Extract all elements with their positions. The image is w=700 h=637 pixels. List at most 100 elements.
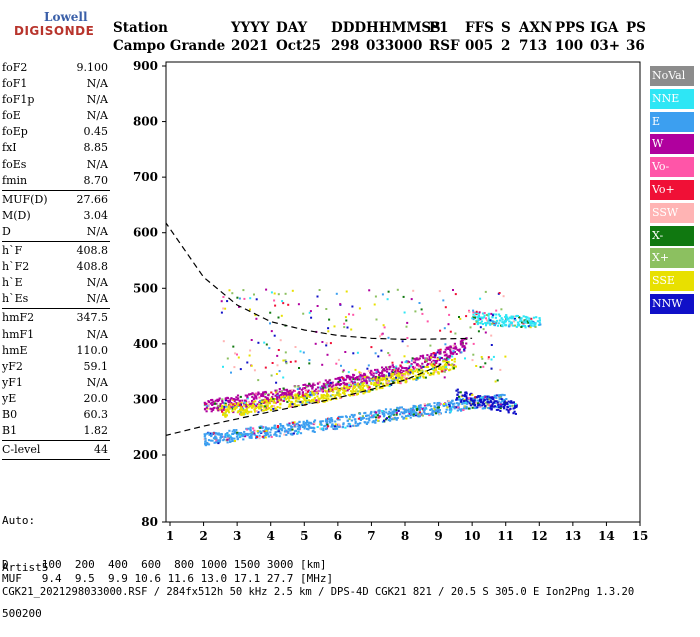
echo-point: [461, 398, 465, 401]
echo-point: [488, 401, 491, 404]
echo-point: [233, 432, 236, 435]
param-row: foEp 0.45: [2, 124, 108, 140]
echo-point: [274, 389, 277, 392]
echo-point: [325, 418, 328, 421]
param-row: yE 20.0: [2, 391, 108, 407]
echo-point: [405, 371, 408, 374]
echo-point: [279, 432, 282, 435]
echo-point: [293, 394, 296, 397]
echo-point: [278, 390, 281, 393]
echo-point: [223, 407, 226, 410]
echo-point: [526, 320, 529, 323]
echo-point: [533, 325, 536, 327]
echo-point: [266, 408, 269, 411]
echo-point: [236, 431, 239, 434]
echo-point: [477, 395, 480, 398]
echo-point: [472, 400, 475, 402]
echo-point: [484, 322, 487, 324]
param-name: h`F: [2, 244, 23, 258]
echo-point: [418, 406, 421, 409]
echo-point: [273, 401, 276, 404]
param-value: 9.100: [76, 61, 109, 74]
echo-point: [511, 317, 514, 320]
echo-point: [466, 397, 469, 400]
echo-point: [471, 359, 474, 362]
echo-point: [479, 366, 482, 369]
echo-point: [237, 410, 240, 413]
echo-point: [282, 359, 285, 362]
header-value-year: 2021: [231, 38, 269, 54]
x-tick-label: 14: [598, 529, 615, 543]
echo-point: [239, 368, 242, 371]
echo-point: [301, 401, 304, 404]
echo-point: [492, 398, 495, 401]
echo-point: [468, 310, 471, 313]
echo-point: [410, 413, 413, 416]
echo-point: [515, 325, 518, 328]
legend-item-noval: NoVal: [650, 66, 694, 86]
echo-point: [499, 403, 502, 406]
param-name: foEs: [2, 157, 27, 171]
param-value: 408.8: [76, 260, 109, 274]
echo-point: [212, 432, 215, 435]
echo-point: [394, 378, 397, 381]
echo-point: [404, 415, 408, 418]
echo-point: [323, 425, 326, 428]
echo-point: [288, 422, 291, 425]
echo-point: [414, 310, 417, 313]
echo-point: [376, 368, 379, 371]
echo-point: [366, 421, 369, 424]
echo-point: [251, 431, 254, 434]
header-value-s: 2: [501, 38, 511, 54]
echo-point: [250, 436, 253, 439]
echo-point: [507, 317, 510, 320]
echo-point: [390, 370, 393, 373]
echo-point: [320, 396, 323, 399]
echo-point: [319, 386, 322, 389]
echo-point: [363, 372, 366, 375]
echo-point: [458, 402, 461, 405]
echo-point: [456, 409, 459, 412]
echo-point: [384, 366, 388, 369]
echo-point: [381, 420, 385, 423]
echo-point: [293, 421, 296, 424]
echo-point: [499, 394, 502, 396]
echo-point: [351, 393, 354, 396]
echo-point: [401, 374, 404, 377]
echo-point: [352, 387, 355, 389]
echo-point: [237, 402, 240, 405]
echo-point: [346, 374, 350, 377]
echo-point: [435, 359, 439, 362]
echo-point: [222, 340, 225, 343]
echo-point: [412, 361, 416, 364]
echo-point: [345, 374, 348, 377]
echo-point: [329, 381, 332, 384]
echo-point: [253, 432, 256, 435]
echo-point: [384, 418, 388, 421]
echo-point: [358, 378, 361, 381]
echo-point: [281, 300, 284, 303]
echo-point: [363, 376, 366, 378]
echo-point: [285, 394, 288, 397]
echo-point: [278, 399, 281, 402]
header-value-ffs: 005: [465, 38, 494, 54]
echo-point: [459, 317, 462, 320]
echo-point: [367, 388, 370, 391]
echo-point: [268, 347, 271, 350]
echo-point: [356, 378, 359, 381]
echo-point: [405, 409, 408, 412]
echo-point: [285, 362, 288, 365]
echo-point: [304, 393, 307, 396]
echo-point: [263, 406, 266, 409]
echo-point: [307, 384, 310, 387]
echo-point: [217, 404, 220, 407]
echo-point: [259, 405, 262, 408]
echo-point: [390, 379, 393, 382]
echo-point: [494, 316, 497, 319]
echo-point: [214, 435, 217, 438]
echo-point: [277, 429, 280, 432]
echo-point: [464, 407, 467, 410]
echo-point: [252, 405, 256, 407]
legend-item-vo: Vo+: [650, 179, 694, 200]
echo-point: [289, 360, 292, 363]
